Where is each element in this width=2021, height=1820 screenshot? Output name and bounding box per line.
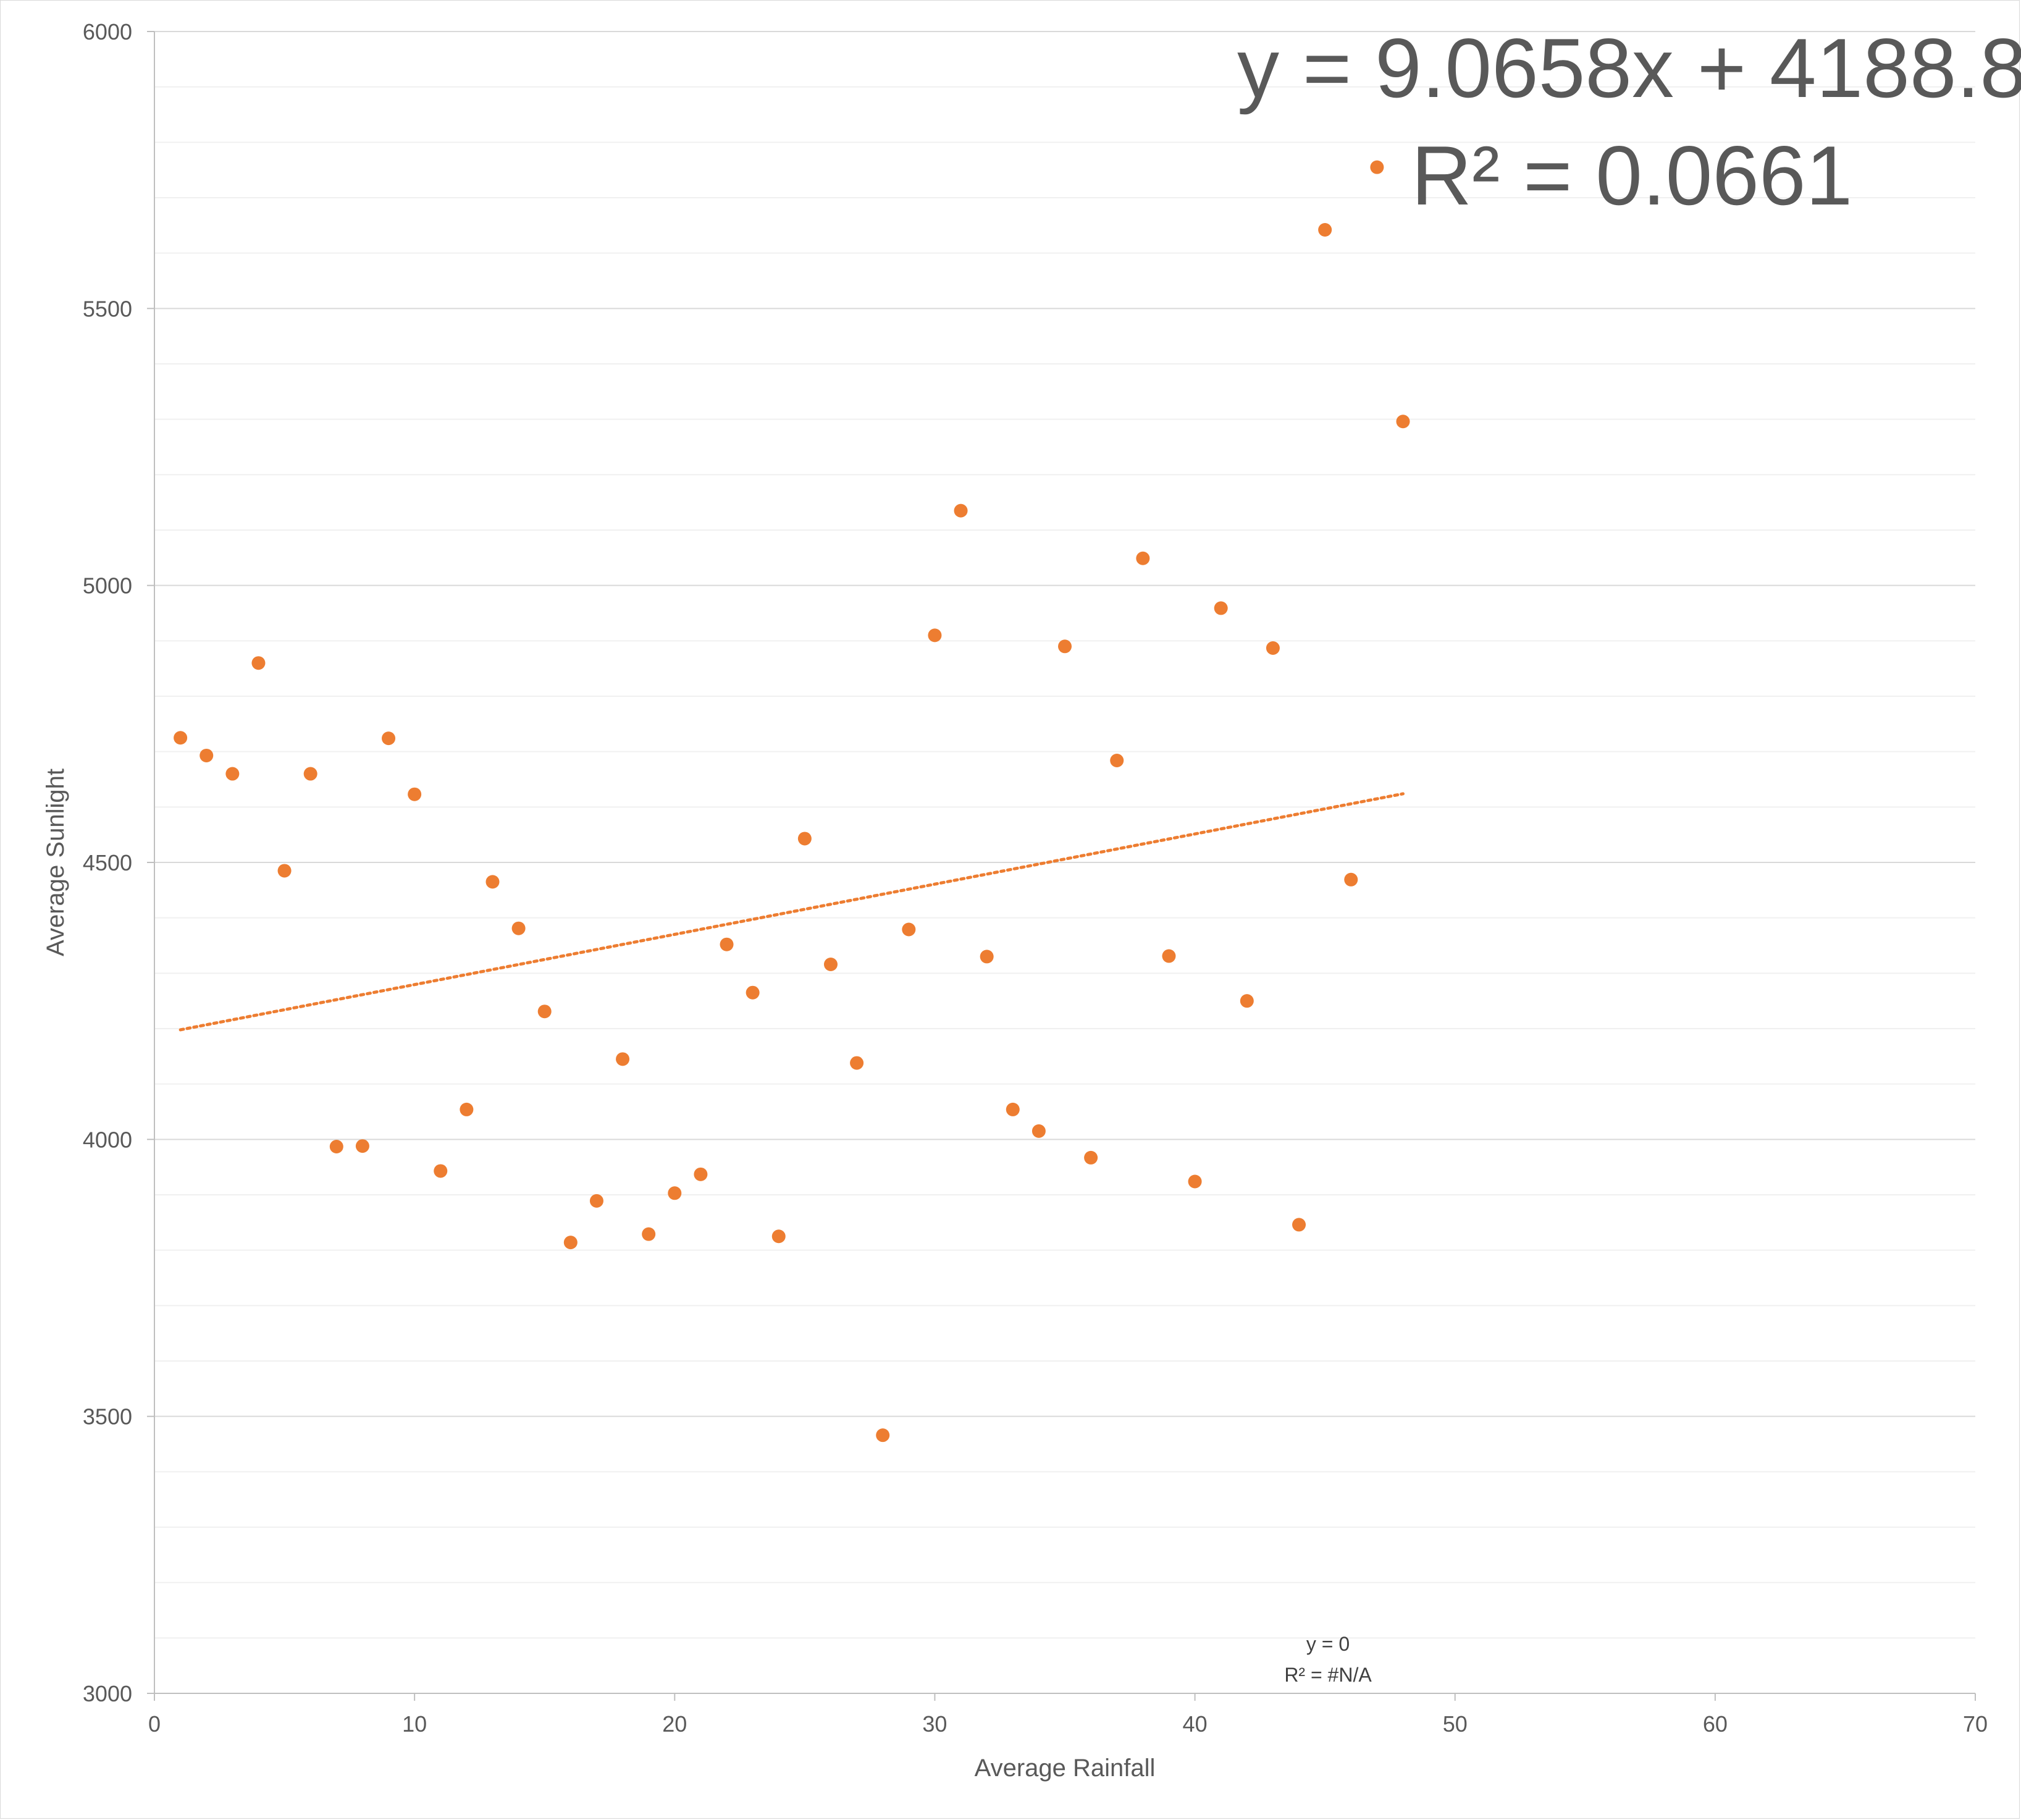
y-tick-label: 5500: [83, 296, 132, 321]
data-point: [642, 1227, 656, 1241]
data-point: [329, 1139, 343, 1153]
data-point: [928, 628, 942, 642]
x-tick-label: 50: [1443, 1711, 1468, 1737]
data-point: [251, 656, 266, 670]
secondary-trendline-equation: y = 0: [1306, 1633, 1350, 1655]
y-tick-labels: 3000 3500 4000 4500 5000 5500 6000: [83, 19, 132, 1706]
data-point: [1292, 1218, 1306, 1232]
data-point: [694, 1167, 708, 1181]
data-point: [1162, 949, 1176, 963]
data-point: [382, 731, 396, 746]
data-point: [1266, 641, 1280, 655]
trendline-layer: [179, 792, 1405, 1032]
secondary-trendline-r-squared: R² = #N/A: [1284, 1664, 1372, 1686]
data-point: [720, 937, 734, 951]
x-axis-title: Average Rainfall: [975, 1755, 1156, 1782]
data-point: [616, 1052, 630, 1066]
data-point: [225, 767, 240, 781]
data-point: [434, 1164, 448, 1178]
x-tick-label: 0: [148, 1711, 161, 1737]
data-point: [1214, 601, 1228, 615]
data-point: [1240, 994, 1254, 1008]
data-point: [200, 748, 214, 762]
data-point: [589, 1194, 603, 1208]
data-point: [485, 875, 500, 889]
x-tick-label: 70: [1963, 1711, 1988, 1737]
data-point: [1006, 1102, 1020, 1116]
data-point: [1136, 551, 1150, 565]
x-tick-label: 30: [922, 1711, 947, 1737]
x-tick-label: 40: [1183, 1711, 1208, 1737]
data-point: [277, 864, 292, 878]
data-point: [746, 985, 760, 1000]
y-tick-label: 3000: [83, 1681, 132, 1706]
data-point: [771, 1229, 786, 1244]
data-point: [954, 503, 968, 518]
data-point: [1110, 754, 1124, 768]
data-point: [537, 1005, 552, 1019]
data-points: [174, 160, 1410, 1443]
trendline: [179, 792, 1405, 1032]
data-point: [1344, 872, 1358, 887]
data-point: [980, 950, 994, 964]
trendline-r-squared: R² = 0.0661: [1411, 128, 1852, 222]
data-point: [797, 832, 812, 846]
data-point: [1188, 1174, 1202, 1189]
data-point: [1396, 415, 1410, 429]
data-point: [850, 1056, 864, 1070]
data-point: [563, 1236, 578, 1250]
x-tick-label: 20: [662, 1711, 687, 1737]
data-point: [1370, 160, 1384, 174]
x-tick-label: 10: [402, 1711, 427, 1737]
trendline-equation: y = 9.0658x + 4188.8: [1237, 21, 2021, 115]
x-tick-labels: 0 10 20 30 40 50 60 70: [148, 1711, 1988, 1737]
y-tick-label: 3500: [83, 1404, 132, 1430]
y-tick-label: 6000: [83, 19, 132, 44]
gridlines: [154, 31, 1975, 1639]
data-point: [823, 957, 838, 971]
y-axis-title: Average Sunlight: [42, 769, 69, 956]
data-point: [174, 731, 188, 745]
data-point: [1032, 1124, 1046, 1138]
y-tick-label: 4500: [83, 850, 132, 875]
data-point: [1058, 639, 1072, 654]
data-point: [668, 1186, 682, 1200]
data-point: [876, 1428, 890, 1443]
data-point: [303, 767, 317, 781]
data-point: [408, 787, 422, 801]
data-point: [1318, 223, 1332, 237]
axes: [147, 31, 1976, 1701]
y-tick-label: 4000: [83, 1127, 132, 1152]
data-point: [460, 1102, 474, 1116]
x-tick-label: 60: [1703, 1711, 1728, 1737]
data-point: [902, 922, 916, 937]
y-tick-label: 5000: [83, 573, 132, 599]
data-point: [355, 1139, 369, 1153]
data-point: [511, 921, 526, 935]
data-point: [1084, 1150, 1098, 1165]
